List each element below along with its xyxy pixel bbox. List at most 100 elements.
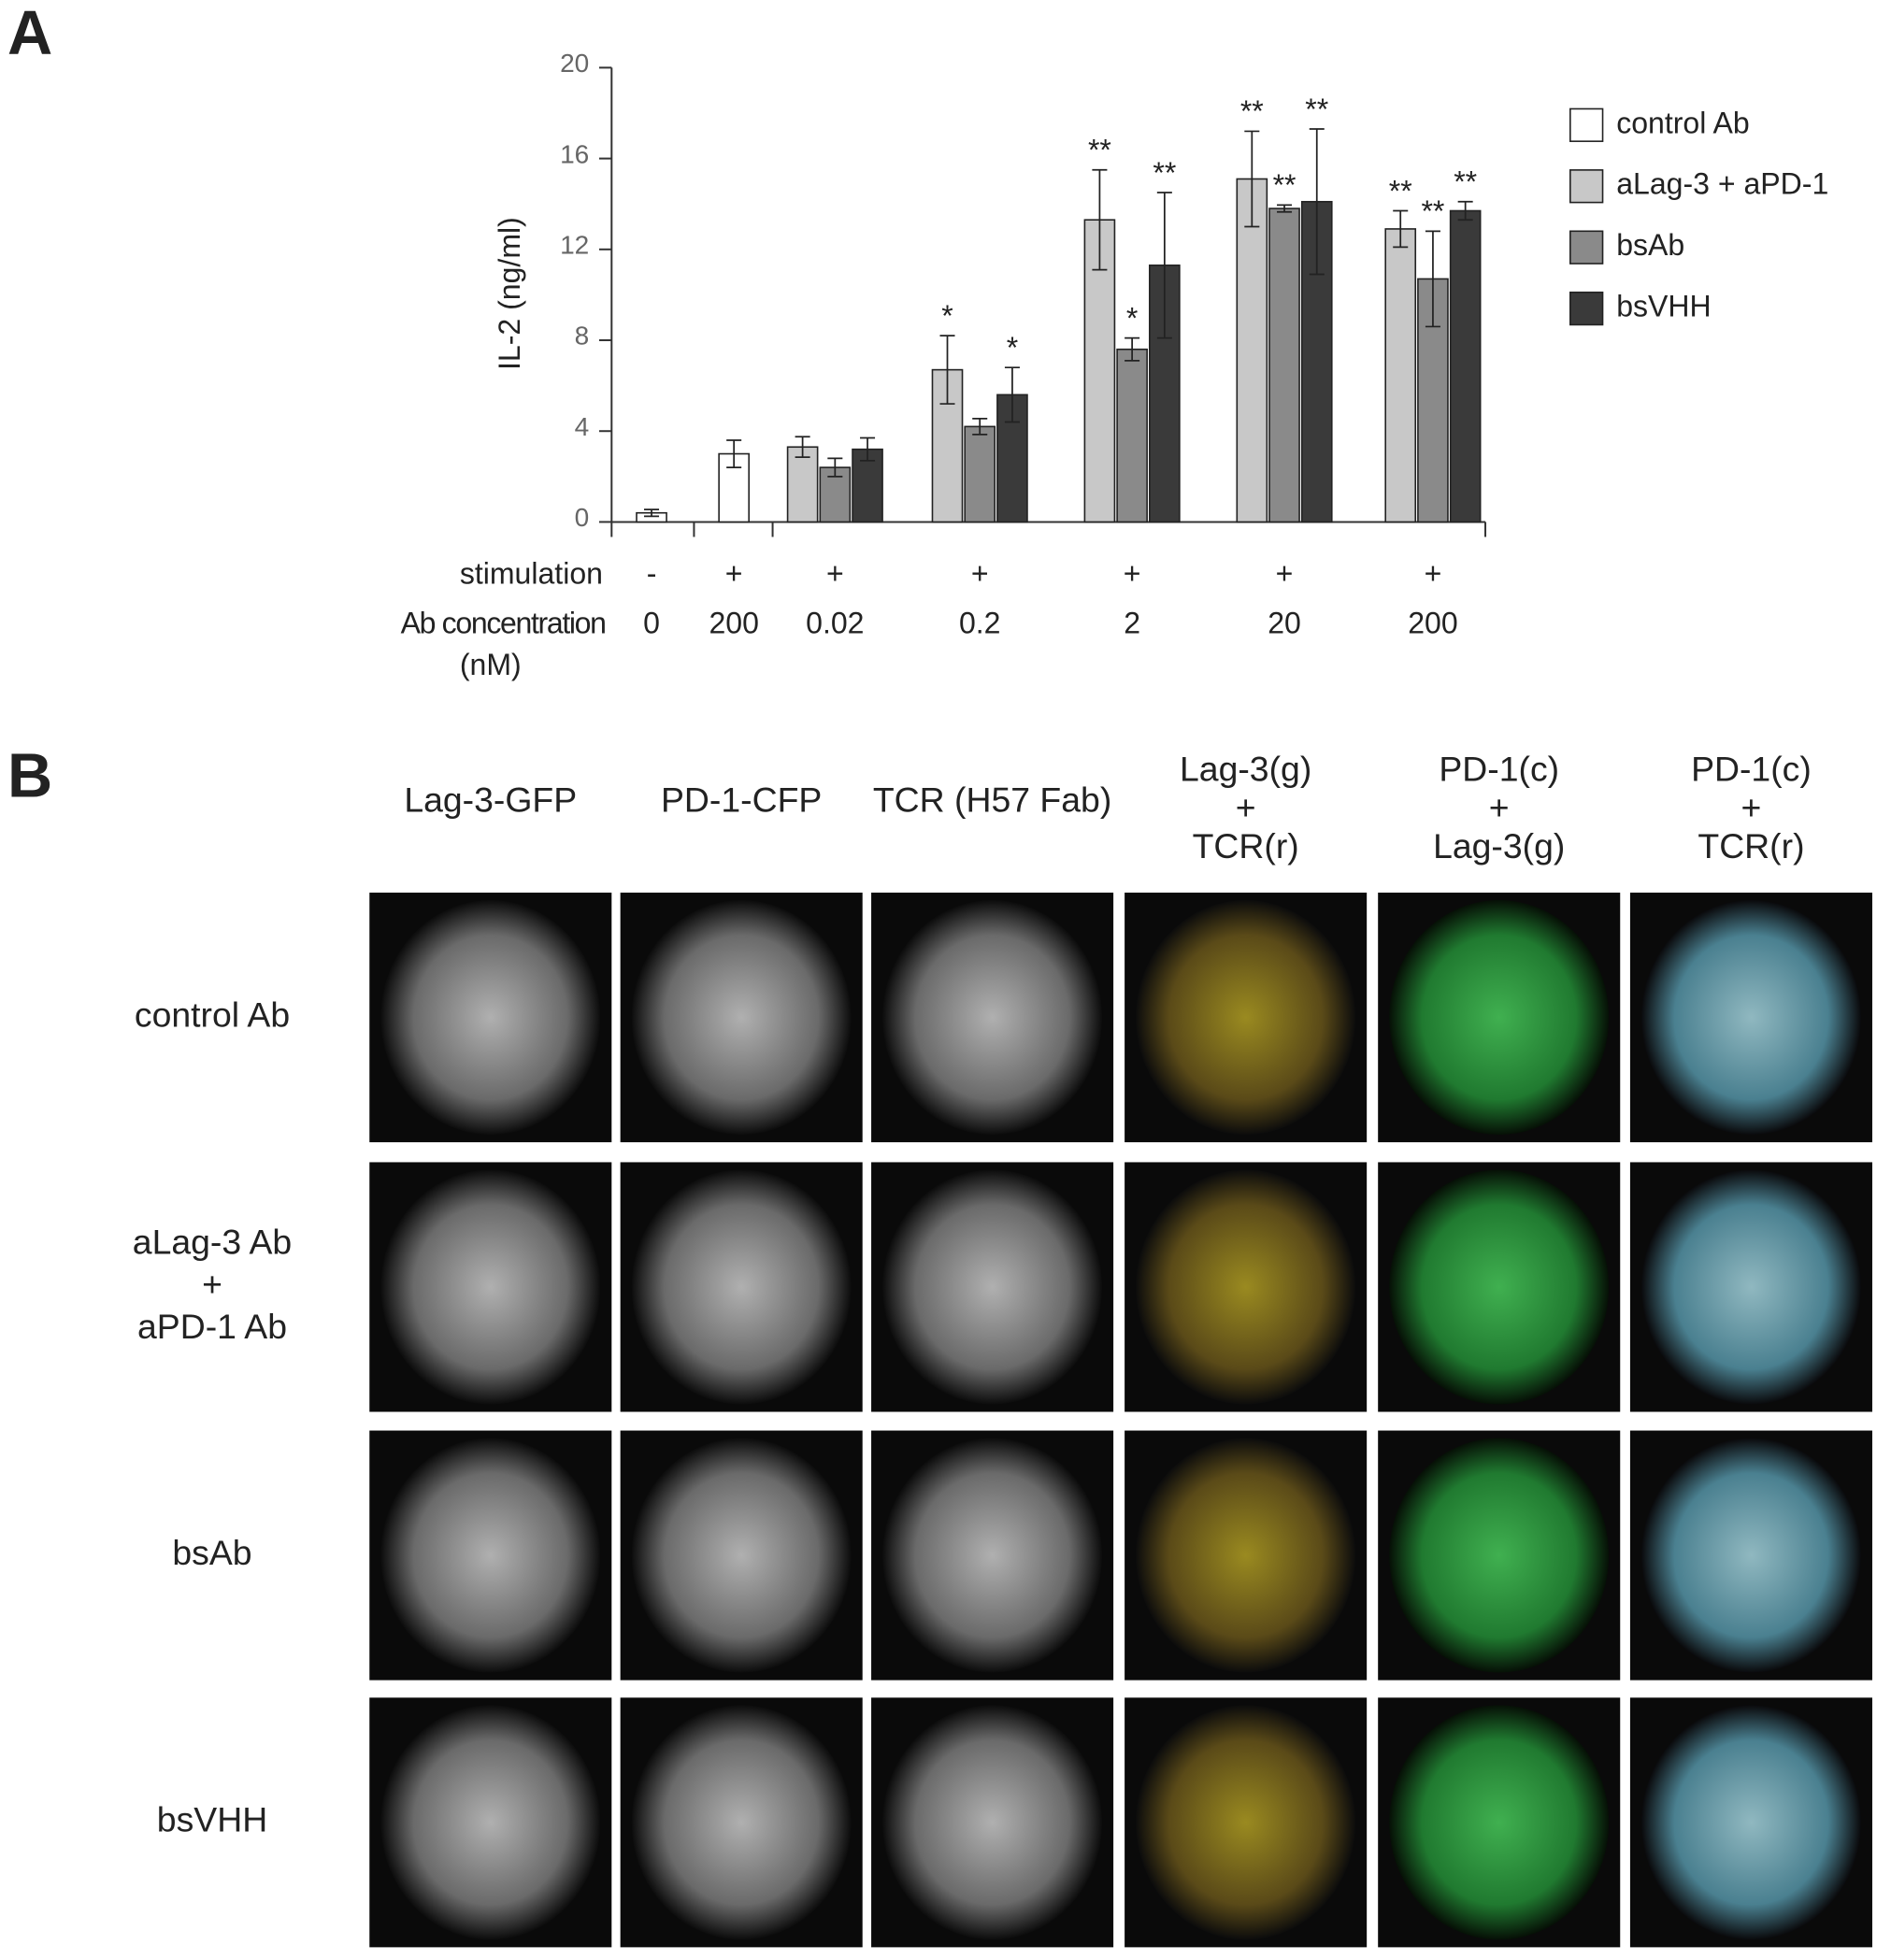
cell-image — [1640, 1438, 1861, 1673]
significance: ** — [1389, 174, 1412, 207]
error-bar — [1425, 230, 1440, 328]
stimulation-label: + — [971, 556, 989, 590]
significance: ** — [1273, 168, 1296, 202]
cell-image — [1136, 1705, 1356, 1940]
bar — [1236, 178, 1268, 523]
x-tick-label: 20 — [1268, 607, 1301, 640]
significance: ** — [1240, 94, 1264, 128]
legend-label: control Ab — [1616, 106, 1749, 139]
stimulation-label: + — [725, 556, 743, 590]
column-header: + — [1236, 788, 1256, 827]
error-bar — [1393, 209, 1409, 249]
significance: ** — [1088, 134, 1111, 167]
row-header: bsAb — [172, 1533, 251, 1572]
legend-label: aLag-3 + aPD-1 — [1616, 167, 1828, 201]
significance: ** — [1421, 194, 1444, 228]
cell-image — [1389, 1705, 1610, 1940]
y-tick-label: 20 — [560, 49, 589, 78]
row-header: control Ab — [135, 994, 290, 1034]
row-label: Ab concentration — [401, 607, 606, 640]
significance: * — [1126, 301, 1138, 335]
column-header: PD-1-CFP — [661, 780, 822, 820]
column-header: + — [1741, 788, 1762, 827]
bar — [1268, 207, 1300, 523]
x-tick-label: 2 — [1124, 607, 1140, 640]
error-bar — [860, 436, 876, 462]
x-tick-label: 0 — [643, 607, 660, 640]
cell-image — [1389, 1438, 1610, 1673]
y-tick-label: 8 — [575, 322, 590, 351]
cell-image — [882, 900, 1103, 1136]
error-bar — [1244, 130, 1260, 228]
error-bar — [1309, 128, 1325, 276]
column-header: TCR(r) — [1698, 826, 1804, 866]
column-header: TCR(r) — [1193, 826, 1299, 866]
cell-image — [1389, 900, 1610, 1136]
error-bar — [827, 457, 843, 478]
y-tick-label: 16 — [560, 139, 589, 168]
x-tick-label: 0.02 — [806, 607, 864, 640]
significance: ** — [1153, 156, 1176, 190]
row-label: stimulation — [460, 556, 603, 590]
significance: ** — [1305, 93, 1328, 126]
y-tick-label: 0 — [575, 503, 590, 532]
column-header: Lag-3(g) — [1180, 749, 1311, 788]
cell-image — [631, 900, 852, 1136]
column-header: PD-1(c) — [1439, 749, 1559, 788]
error-bar — [1156, 192, 1172, 339]
panel-label: A — [7, 0, 52, 68]
cell-image — [1136, 1438, 1356, 1673]
column-header: Lag-3-GFP — [404, 780, 577, 820]
cell-image — [380, 900, 601, 1136]
stimulation-label: + — [1425, 556, 1442, 590]
error-bar — [972, 417, 988, 436]
legend-label: bsVHH — [1616, 290, 1711, 323]
y-axis-label: IL-2 (ng/ml) — [493, 217, 526, 370]
legend-label: bsAb — [1616, 228, 1684, 262]
cell-image — [380, 1169, 601, 1405]
significance: ** — [1454, 165, 1477, 199]
error-bar — [795, 436, 810, 459]
bar — [1116, 348, 1148, 523]
cell-image — [631, 1438, 852, 1673]
bar — [1449, 209, 1482, 523]
legend-swatch — [1569, 169, 1604, 204]
error-bar — [1277, 204, 1293, 213]
cell-image — [1640, 1169, 1861, 1405]
error-bar — [1125, 336, 1140, 362]
row-header: aPD-1 Ab — [137, 1307, 287, 1346]
row-label: (nM) — [460, 648, 522, 681]
significance: * — [1007, 331, 1018, 365]
error-bar — [939, 335, 955, 405]
stimulation-label: + — [826, 556, 844, 590]
error-bar — [1004, 366, 1020, 423]
cell-image — [380, 1438, 601, 1673]
cell-image — [882, 1705, 1103, 1940]
row-header: aLag-3 Ab — [133, 1222, 292, 1261]
y-tick-label: 12 — [560, 231, 589, 260]
cell-image — [380, 1705, 601, 1940]
bar — [786, 446, 819, 523]
stimulation-label: + — [1276, 556, 1294, 590]
column-header: TCR (H57 Fab) — [873, 780, 1111, 820]
cell-image — [631, 1169, 852, 1405]
error-bar — [726, 439, 742, 468]
legend-swatch — [1569, 107, 1604, 142]
cell-image — [631, 1705, 852, 1940]
stimulation-label: + — [1124, 556, 1141, 590]
row-header: bsVHH — [157, 1800, 267, 1839]
row-header: + — [202, 1265, 222, 1304]
bar — [964, 425, 996, 523]
bar — [1384, 228, 1417, 523]
column-header: PD-1(c) — [1691, 749, 1812, 788]
error-bar — [1457, 200, 1473, 222]
column-header: + — [1489, 788, 1510, 827]
error-bar — [644, 508, 660, 518]
legend-swatch — [1569, 230, 1604, 265]
error-bar — [1092, 168, 1108, 271]
panel-label: B — [7, 741, 52, 810]
cell-image — [1136, 900, 1356, 1136]
cell-image — [882, 1438, 1103, 1673]
cell-image — [882, 1169, 1103, 1405]
column-header: Lag-3(g) — [1433, 826, 1565, 866]
